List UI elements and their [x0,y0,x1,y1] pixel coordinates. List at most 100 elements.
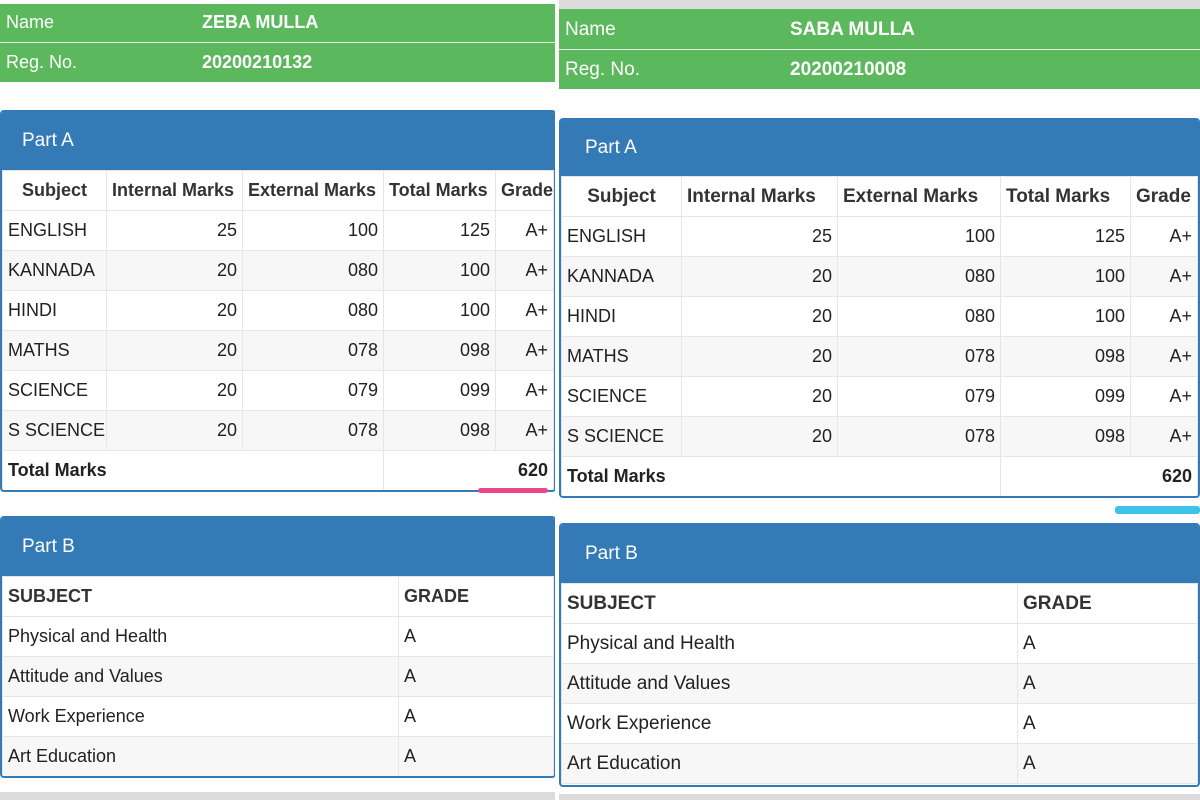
total-cell: 099 [383,370,496,411]
table-row: Work Experience A [2,696,554,737]
grade-cell: A+ [1130,216,1198,257]
external-cell: 078 [242,330,384,371]
external-cell: 080 [242,290,384,331]
bottom-band [559,794,1200,800]
grade-cell: A [398,656,554,697]
grade-cell: A+ [495,370,554,411]
total-marks-value: 620 [1000,456,1198,496]
internal-cell: 20 [106,370,243,411]
col-subject: SUBJECT [2,576,399,617]
col-subject: Subject [2,170,107,211]
table-row: Art Education A [2,736,554,776]
grade-cell: A+ [495,410,554,451]
external-cell: 100 [837,216,1001,257]
external-cell: 100 [242,210,384,251]
subject-cell: Physical and Health [561,623,1018,664]
internal-cell: 20 [106,330,243,371]
grade-cell: A+ [495,250,554,291]
name-label: Name [565,19,616,40]
internal-cell: 20 [106,410,243,451]
student-info-header: Name ZEBA MULLA Reg. No. 20200210132 [0,4,556,82]
table-row: Attitude and Values A [561,663,1198,704]
total-cell: 100 [383,250,496,291]
subject-cell: KANNADA [2,250,107,291]
part-b-card: Part B SUBJECT GRADE Physical and Health… [559,523,1200,787]
part-b-title: Part B [561,525,1198,583]
col-subject: SUBJECT [561,583,1018,624]
name-row: Name SABA MULLA [559,9,1200,50]
total-cell: 098 [1000,336,1131,377]
table-row: SCIENCE 20 079 099 A+ [561,376,1198,417]
subject-cell: ENGLISH [2,210,107,251]
internal-cell: 20 [681,256,838,297]
part-a-card: Part A Subject Internal Marks External M… [0,110,556,492]
total-marks-value: 620 [383,450,554,490]
part-a-table: Subject Internal Marks External Marks To… [561,176,1198,496]
table-row: ENGLISH 25 100 125 A+ [561,216,1198,257]
col-subject: Subject [561,176,682,217]
col-external-marks: External Marks [242,170,384,211]
highlight-mark [478,488,548,493]
table-row: HINDI 20 080 100 A+ [2,290,554,331]
grade-cell: A [398,696,554,737]
total-cell: 125 [383,210,496,251]
reg-no-label: Reg. No. [565,59,640,80]
subject-cell: S SCIENCE [561,416,682,457]
table-row: ENGLISH 25 100 125 A+ [2,210,554,251]
col-grade: GRADE [398,576,554,617]
grade-cell: A [398,616,554,657]
grade-cell: A [1017,623,1198,664]
table-row: HINDI 20 080 100 A+ [561,296,1198,337]
internal-cell: 25 [106,210,243,251]
grade-cell: A [398,736,554,776]
grade-cell: A [1017,663,1198,704]
name-label: Name [6,12,55,32]
internal-cell: 20 [681,296,838,337]
grade-cell: A+ [495,330,554,371]
bottom-band [0,792,556,800]
top-band [559,0,1200,9]
part-a-title: Part A [561,120,1198,176]
table-row: Art Education A [561,743,1198,784]
subject-cell: Attitude and Values [2,656,399,697]
total-cell: 099 [1000,376,1131,417]
subject-cell: HINDI [561,296,682,337]
reg-no-label: Reg. No. [6,52,78,72]
internal-cell: 20 [681,376,838,417]
left-result-panel: Name ZEBA MULLA Reg. No. 20200210132 Par… [0,0,556,800]
part-a-title: Part A [2,112,554,170]
subject-cell: SCIENCE [561,376,682,417]
grade-cell: A [1017,743,1198,784]
subject-cell: MATHS [561,336,682,377]
table-row: MATHS 20 078 098 A+ [2,330,554,371]
panel-divider [555,0,559,800]
external-cell: 079 [242,370,384,411]
subject-cell: Art Education [2,736,399,776]
grade-cell: A+ [1130,256,1198,297]
student-name: ZEBA MULLA [202,12,319,32]
table-row: S SCIENCE 20 078 098 A+ [561,416,1198,457]
internal-cell: 25 [681,216,838,257]
table-row: MATHS 20 078 098 A+ [561,336,1198,377]
table-row: Physical and Health A [561,623,1198,664]
grade-cell: A+ [495,290,554,331]
grade-cell: A+ [1130,336,1198,377]
table-row: Attitude and Values A [2,656,554,697]
external-cell: 079 [837,376,1001,417]
table-row: KANNADA 20 080 100 A+ [2,250,554,291]
reg-no-row: Reg. No. 20200210132 [0,44,556,82]
student-name: SABA MULLA [790,19,915,40]
subject-cell: Attitude and Values [561,663,1018,704]
internal-cell: 20 [681,336,838,377]
col-grade: Grade [495,170,554,211]
total-marks-label: Total Marks [2,450,384,490]
internal-cell: 20 [106,250,243,291]
total-cell: 100 [383,290,496,331]
external-cell: 078 [242,410,384,451]
part-a-card: Part A Subject Internal Marks External M… [559,118,1200,498]
name-row: Name ZEBA MULLA [0,4,556,43]
right-result-panel: Name SABA MULLA Reg. No. 20200210008 Par… [559,0,1200,800]
table-row: SCIENCE 20 079 099 A+ [2,370,554,411]
col-total-marks: Total Marks [383,170,496,211]
table-row: S SCIENCE 20 078 098 A+ [2,410,554,451]
